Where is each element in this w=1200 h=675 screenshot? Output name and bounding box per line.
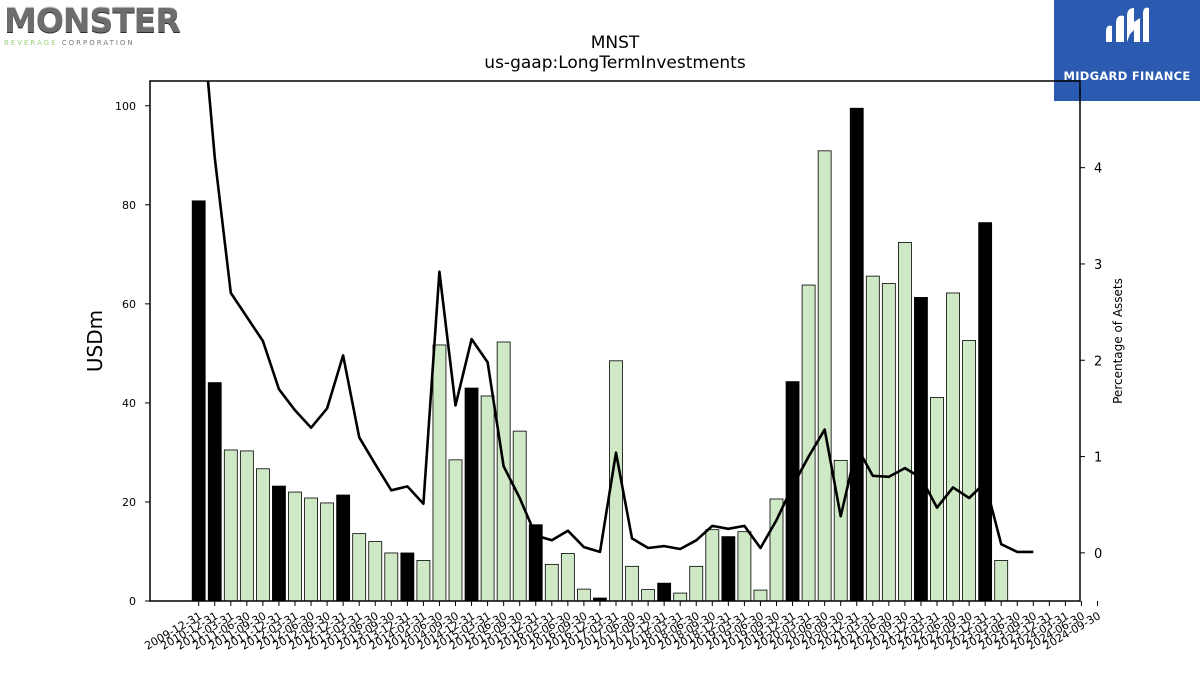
bar bbox=[833, 459, 848, 602]
monster-logo-sub-beverage: BEVERAGE bbox=[4, 39, 58, 47]
bar bbox=[191, 200, 206, 602]
bar bbox=[239, 450, 254, 602]
monster-logo: MONSTER BEVERAGE CORPORATION bbox=[4, 1, 181, 48]
bar bbox=[801, 284, 816, 602]
y2-axis-label: Percentage of Assets bbox=[1111, 278, 1125, 404]
bar bbox=[496, 341, 511, 602]
y2-tick-label: 2 bbox=[1094, 354, 1102, 369]
bar bbox=[384, 552, 399, 602]
bar bbox=[689, 565, 704, 602]
y-axis-left: 0 20 40 60 80 100 bbox=[115, 100, 150, 608]
y-tick-label: 20 bbox=[122, 496, 136, 509]
bar bbox=[705, 529, 720, 602]
bar bbox=[962, 340, 976, 602]
bar bbox=[946, 292, 960, 602]
y-tick-label: 60 bbox=[122, 298, 136, 311]
y-tick-label: 100 bbox=[115, 100, 136, 113]
bar bbox=[320, 502, 335, 602]
plot-frame bbox=[149, 80, 1081, 602]
y-tick-label: 80 bbox=[122, 199, 136, 212]
bar bbox=[336, 494, 351, 602]
monster-logo-subtitle: BEVERAGE CORPORATION bbox=[4, 39, 164, 47]
bar bbox=[207, 382, 222, 602]
bar bbox=[352, 533, 367, 602]
bar bbox=[416, 559, 431, 602]
bar bbox=[448, 459, 463, 602]
bar bbox=[368, 541, 383, 602]
bar bbox=[737, 531, 752, 602]
bar bbox=[865, 275, 880, 602]
y2-tick-label: 4 bbox=[1094, 162, 1102, 177]
bar bbox=[753, 589, 768, 602]
y-tick-label: 40 bbox=[122, 397, 136, 410]
bar bbox=[560, 553, 575, 602]
monster-logo-sub-corporation: CORPORATION bbox=[61, 39, 135, 47]
bar bbox=[769, 498, 784, 602]
bar bbox=[464, 387, 479, 602]
bar-series bbox=[191, 107, 1009, 602]
bar bbox=[255, 468, 270, 602]
line-series bbox=[206, 81, 1034, 554]
x-axis: 2009-12-312010-12-312011-03-312011-06-30… bbox=[142, 601, 1103, 653]
bar bbox=[625, 565, 639, 602]
bar bbox=[288, 491, 302, 602]
bar bbox=[304, 497, 318, 602]
y2-tick-label: 1 bbox=[1094, 451, 1102, 466]
monster-logo-wordmark: MONSTER bbox=[4, 1, 181, 40]
percentage-line bbox=[206, 81, 1034, 554]
bar bbox=[544, 563, 559, 602]
y2-tick-label: 3 bbox=[1094, 258, 1102, 273]
bar bbox=[994, 559, 1009, 602]
bar bbox=[432, 344, 447, 602]
bar bbox=[721, 536, 736, 602]
bar bbox=[512, 430, 527, 602]
bar bbox=[272, 485, 286, 602]
midgard-mark-icon bbox=[1106, 7, 1149, 43]
bar bbox=[673, 592, 688, 602]
bar bbox=[849, 107, 864, 602]
bar bbox=[480, 395, 495, 602]
bar bbox=[641, 589, 655, 602]
bar bbox=[223, 449, 238, 602]
bar bbox=[898, 242, 912, 602]
chart-title: MNST bbox=[591, 33, 640, 53]
y2-tick-label: 0 bbox=[1094, 547, 1102, 562]
bar bbox=[577, 588, 591, 602]
bar bbox=[785, 381, 800, 602]
bar bbox=[978, 222, 993, 602]
bar bbox=[914, 297, 928, 602]
bar bbox=[817, 150, 832, 602]
bar bbox=[657, 582, 672, 602]
chart-subtitle: us-gaap:LongTermInvestments bbox=[484, 53, 746, 73]
bar bbox=[881, 283, 896, 602]
y-tick-label: 0 bbox=[129, 595, 136, 608]
y-axis-label: USDm bbox=[83, 310, 107, 372]
y-axis-right: 0 1 2 3 4 bbox=[1080, 162, 1102, 562]
midgard-finance-logo: MIDGARD FINANCE bbox=[1054, 0, 1200, 101]
midgard-finance-name: MIDGARD FINANCE bbox=[1063, 69, 1191, 83]
bar bbox=[400, 552, 415, 602]
